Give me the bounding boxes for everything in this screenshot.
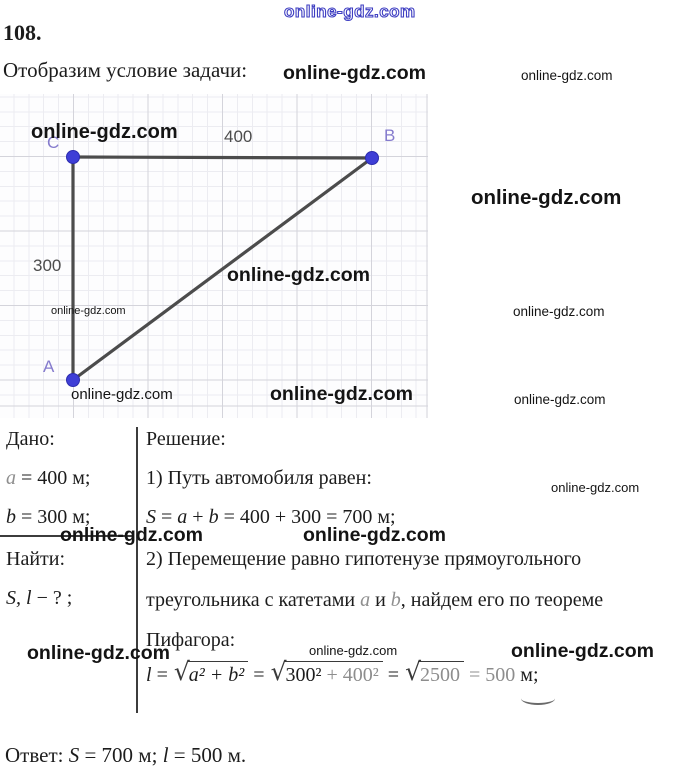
step2-line2: треугольника с катетами a и b, найдем ег…	[146, 589, 603, 612]
eq-sign: =	[156, 506, 178, 528]
radicand-300: 300²	[285, 664, 322, 686]
var-b: b	[390, 589, 401, 611]
segment-ab-hypotenuse	[72, 156, 373, 382]
answer-l-value: = 500 м.	[168, 743, 247, 767]
point-c-label: C	[47, 133, 60, 152]
watermark: online-gdz.com	[27, 642, 170, 664]
var-b: b	[6, 506, 16, 528]
watermark: online-gdz.com	[270, 383, 413, 405]
watermark: online-gdz.com	[309, 643, 398, 658]
length-label-left: 300	[33, 256, 62, 275]
given-b-value: = 300 м;	[16, 506, 91, 528]
underline-squiggle	[521, 692, 555, 705]
point-b	[365, 151, 379, 165]
radicand-400: + 400²	[321, 664, 379, 686]
radicand-ab: a² + b²	[186, 661, 249, 687]
step2-line2-text2: и	[370, 589, 391, 611]
solution-title: Решение:	[146, 428, 226, 450]
step1-formula: S = a + b = 400 + 300 = 700 м;	[146, 506, 396, 529]
watermark: online-gdz.com	[514, 392, 606, 407]
plus-sign: +	[187, 506, 209, 528]
sqrt-icon: √	[270, 657, 287, 686]
grid-diagram: C B A 400 300	[0, 94, 428, 418]
watermark: online-gdz.com	[60, 524, 203, 546]
triangle-figure	[66, 150, 379, 387]
given-title: Дано:	[6, 428, 55, 450]
var-a: a	[6, 467, 16, 489]
answer-label: Ответ:	[5, 743, 69, 767]
answer-line: Ответ: S = 700 м; l = 500 м.	[5, 743, 246, 768]
watermark: online-gdz.com	[71, 386, 173, 403]
step2-line1: 2) Перемещение равно гипотенузе прямоуго…	[146, 548, 582, 570]
find-question: − ? ;	[31, 587, 73, 609]
length-label-top: 400	[224, 127, 253, 146]
step1-label: 1) Путь автомобиля равен:	[146, 467, 372, 489]
pythagoras-formula: l = √a² + b² = √300² + 400² = √2500 = 50…	[146, 657, 539, 687]
given-find-divider	[0, 535, 134, 537]
eq-sign: =	[248, 664, 270, 686]
given-a: a = 400 м;	[6, 467, 91, 490]
given-b: b = 300 м;	[6, 506, 91, 529]
var-b: b	[208, 506, 219, 528]
var-s: S	[146, 506, 156, 528]
watermark: online-gdz.com	[513, 304, 605, 319]
step1-result: = 400 + 300 = 700 м;	[218, 506, 396, 528]
watermark: online-gdz.com	[303, 524, 446, 546]
find-vars: S, l	[6, 587, 32, 609]
given-a-value: = 400 м;	[16, 467, 91, 489]
var-a: a	[177, 506, 188, 528]
eq-sign: =	[382, 664, 405, 686]
point-a	[66, 373, 80, 387]
column-divider	[136, 427, 138, 713]
watermark: online-gdz.com	[31, 121, 178, 143]
watermark: online-gdz.com	[521, 68, 613, 83]
sqrt-icon: √	[173, 657, 190, 686]
answer-s-value: = 700 м;	[79, 743, 163, 767]
watermark: online-gdz.com	[51, 305, 126, 317]
segment-cb	[72, 155, 373, 160]
var-a: a	[360, 589, 371, 611]
step2-line2-text3: , найдем его по теореме	[400, 589, 604, 611]
watermark: online-gdz.com	[511, 640, 654, 662]
watermark: online-gdz.com	[283, 2, 416, 21]
radicand-2500: 2500	[418, 661, 464, 687]
step2-line3: Пифагора:	[146, 629, 236, 651]
watermark: online-gdz.com	[471, 186, 622, 209]
step2-line2-text1: треугольника с катетами	[146, 589, 361, 611]
watermark: online-gdz.com	[551, 480, 640, 495]
watermark: online-gdz.com	[227, 264, 370, 286]
radicand-numbers: 300² + 400²	[283, 661, 383, 687]
sqrt-icon: √	[405, 657, 421, 686]
var-s: S	[68, 743, 80, 767]
var-l: l	[162, 743, 169, 767]
formula-unit: м;	[515, 664, 539, 686]
formula-result: = 500	[464, 664, 516, 686]
problem-number: 108.	[3, 20, 42, 45]
find-line: S, l − ? ;	[6, 587, 72, 610]
find-title: Найти:	[6, 548, 66, 570]
intro-text: Отобразим условие задачи:	[3, 58, 248, 82]
watermark: online-gdz.com	[283, 62, 426, 84]
eq-sign: =	[151, 664, 173, 686]
point-c	[66, 150, 80, 164]
var-l: l	[146, 664, 152, 686]
point-a-label: A	[43, 357, 55, 376]
point-b-label: B	[384, 126, 396, 145]
